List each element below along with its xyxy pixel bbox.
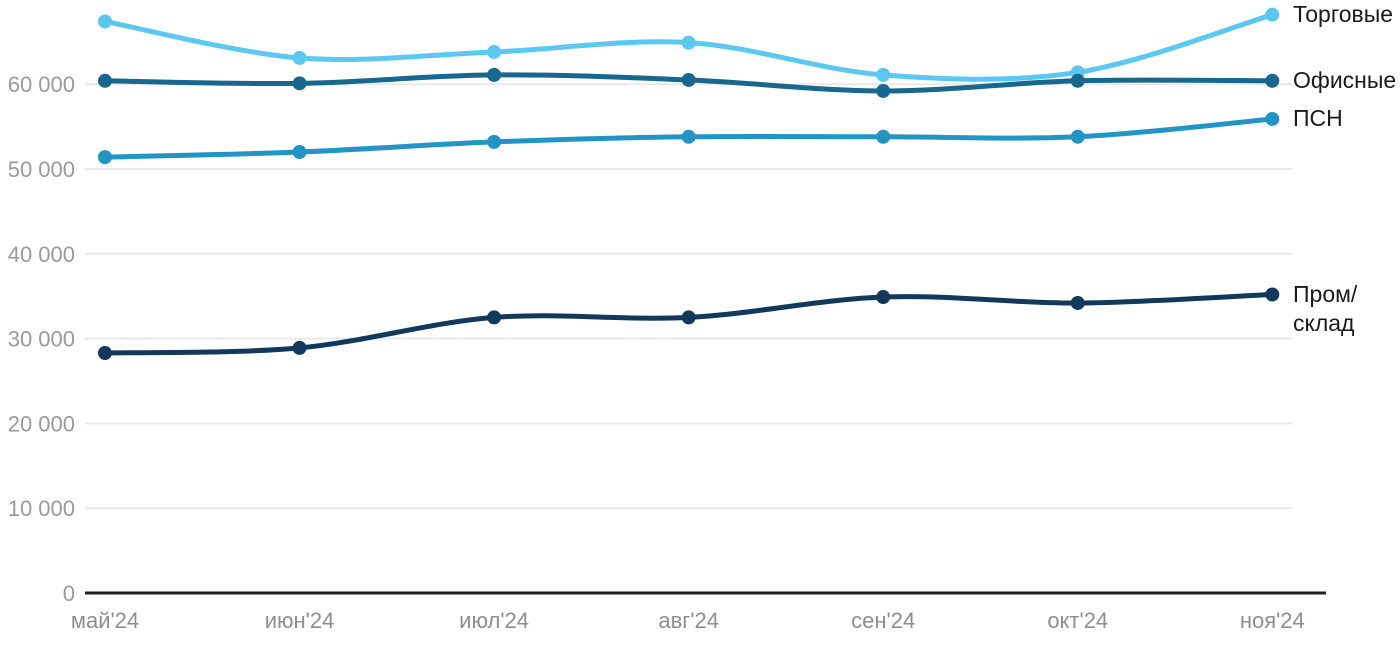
data-point-psn-5[interactable]	[1070, 129, 1085, 144]
data-point-psn-1[interactable]	[292, 145, 307, 160]
x-tick-label: окт'24	[1047, 608, 1108, 633]
x-tick-label: ноя'24	[1240, 608, 1305, 633]
y-tick-label: 60 000	[8, 72, 75, 97]
y-tick-label: 30 000	[8, 327, 75, 352]
data-point-prom-sklad-6[interactable]	[1265, 287, 1280, 302]
x-tick-label: май'24	[71, 608, 139, 633]
data-point-prom-sklad-5[interactable]	[1070, 295, 1085, 310]
data-point-ofisnye-2[interactable]	[487, 67, 502, 82]
y-tick-label: 0	[63, 581, 75, 606]
data-point-ofisnye-6[interactable]	[1265, 73, 1280, 88]
data-point-psn-6[interactable]	[1265, 111, 1280, 126]
data-point-ofisnye-0[interactable]	[98, 73, 112, 88]
y-tick-label: 20 000	[8, 411, 75, 436]
x-tick-label: июн'24	[265, 608, 335, 633]
x-tick-label: авг'24	[658, 608, 719, 633]
legend-label-prom-sklad: Пром/склад	[1293, 280, 1357, 338]
x-tick-label: сен'24	[851, 608, 915, 633]
data-point-torgovye-4[interactable]	[876, 67, 891, 82]
legend-label-line: ПСН	[1293, 105, 1343, 132]
data-point-torgovye-2[interactable]	[487, 44, 502, 59]
data-point-ofisnye-1[interactable]	[292, 76, 307, 91]
data-point-psn-4[interactable]	[876, 129, 891, 144]
data-point-prom-sklad-0[interactable]	[98, 346, 112, 361]
data-point-psn-0[interactable]	[98, 150, 112, 165]
data-point-prom-sklad-3[interactable]	[681, 310, 696, 325]
data-point-ofisnye-5[interactable]	[1070, 73, 1085, 88]
data-point-prom-sklad-2[interactable]	[487, 310, 502, 325]
y-tick-label: 10 000	[8, 496, 75, 521]
data-point-psn-3[interactable]	[681, 129, 696, 144]
data-point-torgovye-0[interactable]	[98, 14, 112, 29]
legend-label-ofisnye: Офисные	[1293, 66, 1396, 95]
legend-label-torgovye: Торговые	[1293, 0, 1393, 29]
data-point-ofisnye-4[interactable]	[876, 83, 891, 98]
legend-label-line: Пром/	[1293, 281, 1358, 307]
legend-label-psn: ПСН	[1293, 104, 1343, 133]
legend-label-line: Офисные	[1293, 67, 1397, 94]
legend-label-line: Торговые	[1293, 1, 1394, 28]
legend-label-line: склад	[1293, 310, 1355, 336]
y-tick-label: 50 000	[8, 157, 75, 182]
x-tick-label: июл'24	[459, 608, 529, 633]
data-point-torgovye-3[interactable]	[681, 35, 696, 50]
data-point-ofisnye-3[interactable]	[681, 72, 696, 87]
data-point-prom-sklad-1[interactable]	[292, 340, 307, 355]
data-point-psn-2[interactable]	[487, 134, 502, 149]
data-point-prom-sklad-4[interactable]	[876, 290, 891, 305]
data-point-torgovye-6[interactable]	[1265, 7, 1280, 22]
y-tick-label: 40 000	[8, 242, 75, 267]
data-point-torgovye-1[interactable]	[292, 50, 307, 65]
